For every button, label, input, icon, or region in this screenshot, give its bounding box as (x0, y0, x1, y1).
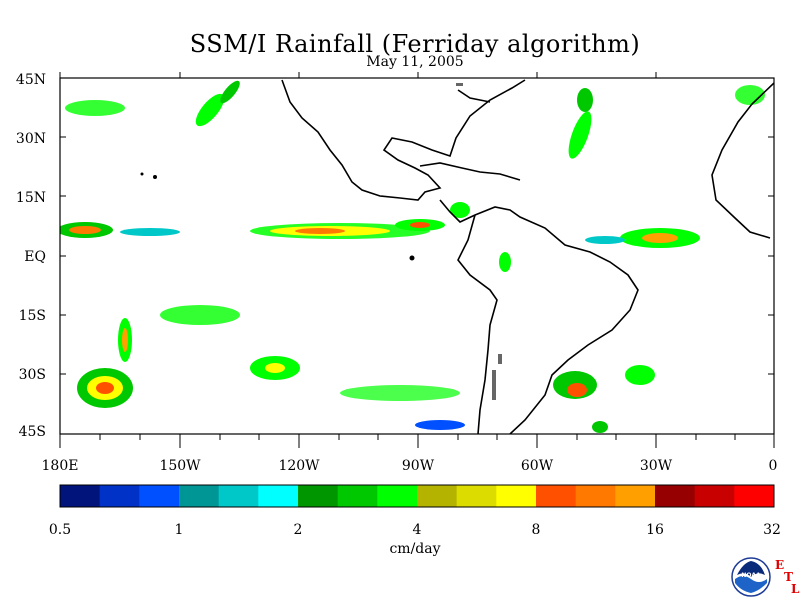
colorbar-swatch (377, 485, 418, 507)
lat-label-30n: 30N (15, 131, 46, 147)
lat-label-15s: 15S (18, 308, 46, 324)
rain-band-north-atlantic (450, 85, 765, 272)
colorbar-label-16: 16 (646, 522, 664, 538)
axis-ticks (59, 72, 775, 448)
lon-label-180e: 180E (41, 458, 79, 474)
colorbar-swatch (615, 485, 656, 507)
rain-band-south-atlantic (553, 365, 655, 433)
colorbar-swatch (456, 485, 497, 507)
colorbar-swatch (139, 485, 180, 507)
colorbar-swatch (734, 485, 775, 507)
colorbar-swatch (99, 485, 140, 507)
colorbar-swatch (337, 485, 378, 507)
rain-band-itcz-pacific (60, 219, 445, 239)
colorbar-unit: cm/day (389, 541, 441, 557)
colorbar-swatch (417, 485, 458, 507)
lat-label-45s: 45S (18, 424, 46, 440)
map-date: May 11, 2005 (366, 54, 464, 70)
colorbar-swatch (258, 485, 299, 507)
lon-label-150w: 150W (159, 458, 201, 474)
colorbar-label-32: 32 (763, 522, 781, 538)
lon-label-30w: 30W (639, 458, 673, 474)
colorbar-swatch (575, 485, 616, 507)
gray-markers (456, 83, 502, 400)
colorbar (60, 485, 775, 507)
rain-band-north-pacific (65, 80, 240, 127)
rain-band-south-pacific (77, 305, 465, 430)
rain-band-itcz-atlantic (585, 228, 700, 248)
etl-letter-l: L (791, 582, 800, 596)
colorbar-swatch (60, 485, 101, 507)
lat-label-15n: 15N (15, 190, 46, 206)
lon-label-90w: 90W (401, 458, 435, 474)
lon-label-60w: 60W (520, 458, 554, 474)
colorbar-label-1: 1 (174, 522, 184, 538)
islands (140, 172, 415, 261)
colorbar-swatch (496, 485, 537, 507)
colorbar-label-4: 4 (412, 522, 422, 538)
noaa-logo-text: NOAA (741, 572, 761, 579)
colorbar-frame (59, 484, 775, 508)
noaa-logo-icon[interactable]: NOAA (731, 557, 771, 597)
map-title: SSM/I Rainfall (Ferriday algorithm) (189, 30, 641, 58)
etl-letter-e: E (775, 558, 785, 572)
etl-letter-t: T (784, 570, 793, 584)
colorbar-swatch (536, 485, 577, 507)
lat-label-30s: 30S (18, 367, 46, 383)
map-frame (59, 77, 775, 435)
lat-label-45n: 45N (15, 72, 46, 88)
lat-label-eq: EQ (24, 249, 46, 265)
lon-label-0: 0 (768, 458, 778, 474)
coastlines (281, 79, 774, 434)
colorbar-swatch (694, 485, 735, 507)
colorbar-swatch (298, 485, 339, 507)
colorbar-label-2: 2 (293, 522, 303, 538)
colorbar-swatch (179, 485, 220, 507)
colorbar-label-0-5: 0.5 (48, 522, 72, 538)
colorbar-swatch (655, 485, 696, 507)
colorbar-swatch (218, 485, 259, 507)
lon-label-120w: 120W (278, 458, 320, 474)
colorbar-label-8: 8 (531, 522, 541, 538)
